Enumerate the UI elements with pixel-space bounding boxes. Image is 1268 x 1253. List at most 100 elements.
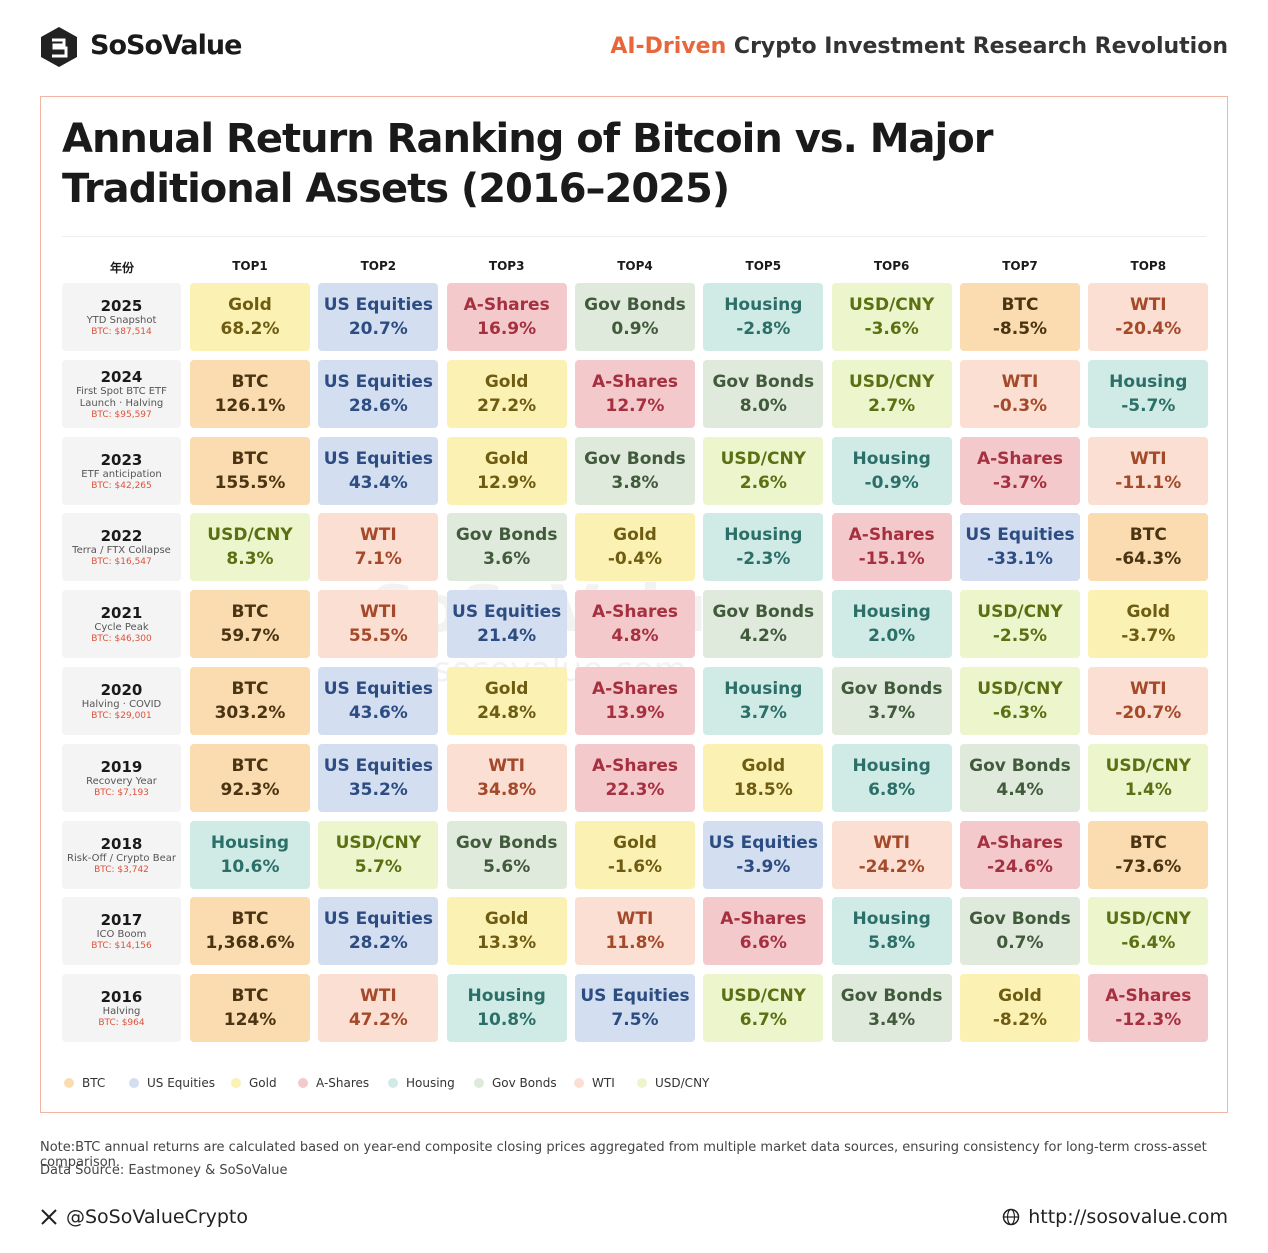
return-value: 21.4% (477, 626, 537, 647)
legend-swatch (637, 1078, 647, 1088)
asset-name: USD/CNY (720, 448, 806, 469)
return-value: -6.4% (1121, 933, 1176, 954)
return-value: 13.3% (477, 933, 537, 954)
column-header: TOP4 (617, 259, 653, 273)
x-icon (41, 1209, 57, 1225)
asset-name: USD/CNY (977, 602, 1063, 623)
column-header: TOP3 (488, 259, 525, 273)
asset-name: Housing (852, 602, 931, 623)
year: 2018 (100, 834, 143, 853)
rank-cell: Gov Bonds 3.4% (831, 974, 952, 1043)
year: 2021 (100, 604, 143, 623)
return-value: 11.8% (605, 933, 665, 954)
year: 2022 (100, 527, 143, 546)
rank-cell: Gov Bonds 3.8% (574, 436, 695, 505)
return-value: 3.4% (868, 1010, 916, 1031)
rank-cell: Gov Bonds 5.6% (446, 820, 567, 889)
website-url[interactable]: http://sosovalue.com (1028, 1206, 1228, 1228)
asset-name: WTI (359, 602, 397, 623)
return-value: -3.9% (736, 856, 791, 877)
column-header: TOP8 (1130, 259, 1167, 273)
rank-cell: USD/CNY 1.4% (1088, 743, 1209, 812)
asset-name: US Equities (708, 832, 818, 853)
asset-name: Gold (484, 448, 529, 469)
legend-item: US Equities (129, 1076, 215, 1090)
return-value: 92.3% (220, 779, 280, 800)
asset-name: Gold (484, 371, 529, 392)
return-value: 55.5% (348, 626, 408, 647)
rank-cell: Gov Bonds 8.0% (703, 359, 824, 428)
asset-name: US Equities (323, 909, 433, 930)
asset-name: A-Shares (463, 295, 550, 315)
year-note: Halving · COVID (81, 699, 162, 710)
rank-cell: USD/CNY -6.4% (1088, 897, 1209, 966)
return-value: 7.5% (611, 1010, 659, 1031)
legend-item: A-Shares (298, 1076, 369, 1090)
rank-cell: A-Shares 22.3% (574, 743, 695, 812)
asset-name: USD/CNY (207, 525, 293, 546)
asset-name: USD/CNY (848, 371, 935, 392)
tagline-text: Crypto Investment Research Revolution (733, 34, 1228, 59)
asset-name: Gov Bonds (584, 295, 686, 315)
year-cell: 2024 First Spot BTC ETF Launch · Halving B… (62, 359, 181, 428)
return-value: 5.8% (868, 933, 916, 954)
rank-cell: A-Shares -15.1% (831, 513, 952, 582)
btc-price: BTC: $42,265 (91, 480, 152, 491)
return-value: -24.2% (858, 856, 925, 877)
btc-price: BTC: $87,514 (91, 327, 152, 337)
return-value: -12.3% (1115, 1010, 1182, 1031)
asset-name: WTI (1129, 448, 1167, 469)
asset-name: Housing (1109, 371, 1188, 392)
rank-cell: US Equities 35.2% (318, 743, 439, 812)
year-note: ICO Boom (96, 929, 147, 941)
rank-cell: Gold 27.2% (446, 359, 567, 428)
legend-item: BTC (64, 1076, 105, 1090)
asset-name: A-Shares (720, 909, 807, 930)
asset-name: Gov Bonds (840, 986, 943, 1007)
legend-swatch (64, 1078, 74, 1088)
legend-item: Housing (388, 1076, 455, 1090)
rank-cell: Gold 68.2% (190, 283, 310, 351)
rank-cell: WTI 47.2% (318, 974, 439, 1043)
rank-cell: Housing 10.6% (190, 820, 310, 889)
return-value: 20.7% (348, 319, 408, 339)
rank-cell: USD/CNY -2.5% (959, 590, 1080, 659)
asset-name: BTC (231, 909, 269, 930)
return-value: 0.9% (611, 319, 659, 339)
btc-price: BTC: $964 (98, 1018, 145, 1029)
asset-name: Gov Bonds (712, 371, 815, 392)
asset-name: US Equities (965, 525, 1075, 546)
return-value: -24.6% (986, 856, 1053, 877)
return-value: -2.8% (736, 319, 791, 339)
logo (41, 27, 77, 67)
return-value: 16.9% (477, 319, 537, 339)
asset-name: Housing (724, 525, 803, 546)
column-header: 年份 (109, 261, 134, 275)
asset-name: A-Shares (976, 448, 1063, 469)
asset-name: Housing (724, 295, 803, 315)
legend-label: WTI (592, 1076, 615, 1090)
asset-name: WTI (359, 986, 397, 1007)
btc-price: BTC: $3,742 (94, 864, 149, 875)
asset-name: Housing (724, 679, 803, 699)
rank-cell: BTC 155.5% (190, 436, 310, 505)
year: 2024 (100, 367, 143, 386)
rank-cell: US Equities 7.5% (574, 974, 695, 1043)
return-value: -11.1% (1115, 472, 1182, 493)
legend-swatch (298, 1078, 308, 1088)
asset-name: Gold (228, 295, 272, 315)
asset-name: Gold (998, 986, 1042, 1007)
rank-cell: Housing 3.7% (703, 667, 824, 735)
rank-cell: USD/CNY 2.7% (831, 359, 952, 428)
return-value: 68.2% (220, 319, 280, 339)
asset-name: BTC (231, 986, 269, 1007)
return-value: 3.7% (739, 703, 787, 723)
return-value: 2.7% (868, 395, 916, 416)
rank-cell: US Equities 20.7% (318, 283, 439, 351)
asset-name: Housing (852, 448, 931, 469)
rank-cell: WTI 55.5% (318, 590, 439, 659)
twitter: @SoSoValueCrypto (40, 1206, 248, 1228)
rank-cell: BTC 59.7% (190, 590, 310, 659)
btc-price: BTC: $14,156 (91, 941, 152, 952)
twitter-handle[interactable]: @SoSoValueCrypto (66, 1206, 249, 1228)
